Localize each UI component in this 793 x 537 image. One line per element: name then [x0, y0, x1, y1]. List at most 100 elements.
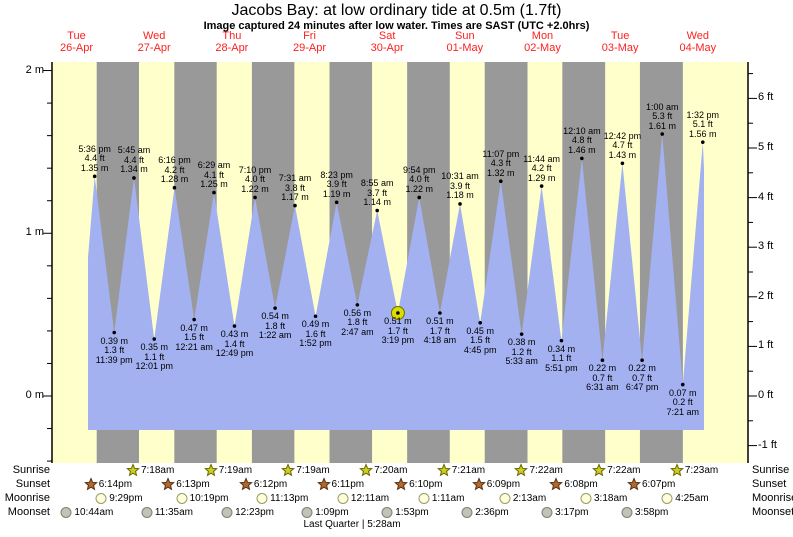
- astro-event: 7:18am: [126, 463, 174, 477]
- tide-label-line: 0.07 m: [668, 387, 697, 398]
- moonset-icon: [301, 507, 313, 518]
- tide-label-line: 1.17 m: [281, 192, 309, 203]
- high-tide-dot: [458, 202, 462, 206]
- tide-label-line: 1.7 ft: [429, 325, 450, 336]
- high-tide-label: 11:07 pm 4.3 ft 1.32 m: [482, 149, 519, 179]
- tide-label-line: 4.0 ft: [409, 174, 430, 185]
- day-label: Tue 26-Apr: [60, 30, 93, 54]
- tide-label-line: 4.4 ft: [123, 154, 144, 165]
- moonset-icon: [141, 507, 153, 518]
- astro-event-time: 6:10pm: [409, 478, 443, 490]
- moonrise-icon: [499, 493, 511, 504]
- astro-event-time: 6:12pm: [253, 478, 288, 490]
- tide-label-line: 10:31 am: [441, 171, 479, 182]
- astro-event-time: 2:13am: [512, 492, 547, 504]
- astro-row-label-left: Moonrise: [4, 492, 50, 504]
- astro-event-time: 11:13pm: [270, 492, 309, 504]
- sunset-icon: [394, 477, 409, 491]
- astro-event-time: 7:21am: [451, 464, 486, 476]
- tide-label-line: 5:51 pm: [545, 362, 578, 373]
- y-axis-left-label: 2 m: [25, 63, 44, 76]
- tide-label-line: 1.6 ft: [305, 328, 326, 339]
- tide-label-line: 0.22 m: [628, 363, 656, 374]
- sunset-icon: [549, 477, 564, 491]
- sunrise-icon: [126, 463, 140, 477]
- low-tide-dot: [438, 311, 442, 315]
- moonset-icon: [60, 507, 72, 518]
- tide-label-line: 4.4 ft: [84, 153, 105, 164]
- astro-row-label-left: Sunrise: [12, 464, 50, 476]
- low-tide-label: 0.49 m 1.6 ft 1:52 pm: [299, 320, 332, 349]
- low-tide-label: 0.38 m 1.2 ft 5:33 am: [505, 338, 538, 367]
- tide-label-line: 12:42 pm: [603, 130, 642, 141]
- tide-label-line: 0.35 m: [140, 342, 168, 353]
- tide-label-line: 5.1 ft: [692, 119, 713, 130]
- moonset-icon: [381, 507, 393, 518]
- astro-event: 7:19am: [281, 463, 330, 477]
- day-label: Sun 01-May: [446, 30, 483, 54]
- high-tide-label: 7:10 pm 4.0 ft 1.22 m: [239, 165, 272, 195]
- astro-event-time: 7:22am: [607, 464, 641, 476]
- tide-label-line: 11:44 am: [523, 153, 561, 164]
- tide-label-line: 0.7 ft: [592, 372, 613, 383]
- day-label: Fri 29-Apr: [293, 30, 326, 54]
- astro-event-time: 12:23pm: [235, 506, 274, 518]
- moonrise-icon: [661, 493, 673, 504]
- astro-event-time: 7:22am: [529, 464, 563, 476]
- astro-event: 3:18am: [579, 491, 627, 505]
- high-tide-dot: [700, 140, 705, 144]
- high-tide-label: 6:16 pm 4.2 ft 1.28 m: [158, 156, 191, 185]
- low-tide-label: 0.39 m 1.3 ft 11:39 pm: [96, 336, 133, 366]
- tide-label-line: 1.43 m: [608, 149, 637, 160]
- tide-label-line: 1.14 m: [363, 197, 391, 207]
- low-tide-dot: [232, 324, 237, 328]
- astro-row-label-right: Sunrise: [752, 464, 790, 476]
- tide-label-line: 1.34 m: [120, 164, 148, 175]
- moonrise-icon: [418, 493, 430, 504]
- high-tide-dot: [172, 185, 177, 190]
- day-name: Sun: [455, 30, 475, 42]
- low-tide-label: 0.51 m 1.7 ft 3:19 pm: [382, 316, 415, 346]
- day-name: Fri: [303, 30, 316, 42]
- astro-event-time: 1:09pm: [315, 506, 349, 518]
- day-label: Tue 03-May: [602, 30, 639, 54]
- tide-label-line: 1:52 pm: [299, 338, 332, 349]
- tide-label-line: 0.54 m: [261, 311, 289, 322]
- low-tide-label: 0.34 m 1.1 ft 5:51 pm: [545, 343, 578, 374]
- astro-event-time: 3:18am: [593, 492, 628, 504]
- tide-label-line: 12:49 pm: [215, 348, 254, 359]
- tide-label-line: 3.8 ft: [284, 182, 305, 193]
- day-date: 29-Apr: [292, 42, 327, 54]
- tide-label-line: 0.7 ft: [632, 372, 653, 383]
- tide-label-line: 0.34 m: [547, 343, 576, 354]
- day-label: Mon 02-May: [524, 30, 561, 54]
- astro-event: 1:11am: [417, 491, 464, 505]
- astro-row-label-right: Moonrise: [752, 492, 793, 504]
- tide-label-line: 1:00 am: [645, 101, 679, 112]
- sunrise-icon: [281, 463, 296, 477]
- chart-subtitle: Image captured 24 minutes after low wate…: [203, 20, 590, 32]
- day-date: 03-May: [601, 42, 639, 54]
- low-tide-label: 0.51 m 1.7 ft 4:18 am: [423, 316, 457, 346]
- tide-label-line: 4:18 am: [423, 335, 457, 345]
- tide-label-line: 12:10 am: [563, 125, 601, 136]
- day-label: Wed 04-May: [679, 30, 716, 54]
- low-tide-dot: [680, 382, 685, 387]
- y-axis-right-label: 6 ft: [758, 91, 774, 104]
- low-tide-label: 0.35 m 1.1 ft 12:01 pm: [135, 343, 173, 372]
- astro-event: 7:21am: [436, 463, 486, 477]
- astro-event: 6:10pm: [394, 477, 442, 491]
- astro-event: 4:25am: [660, 491, 709, 505]
- tide-label-line: 4.3 ft: [490, 158, 511, 169]
- tide-label-line: 1.8 ft: [265, 320, 286, 331]
- high-tide-label: 10:31 am 3.9 ft 1.18 m: [441, 172, 479, 201]
- astro-event-time: 3:17pm: [555, 506, 589, 518]
- tide-label-line: 1.46 m: [568, 144, 596, 155]
- tide-label-line: 4.0 ft: [245, 174, 266, 185]
- moonrise-icon: [95, 493, 107, 504]
- astro-event: 9:29pm: [94, 491, 143, 505]
- tide-label-line: 1.29 m: [527, 172, 556, 183]
- astro-event: 6:08pm: [549, 477, 598, 491]
- tide-label-line: 5.3 ft: [652, 111, 673, 122]
- day-name: Sat: [378, 30, 396, 42]
